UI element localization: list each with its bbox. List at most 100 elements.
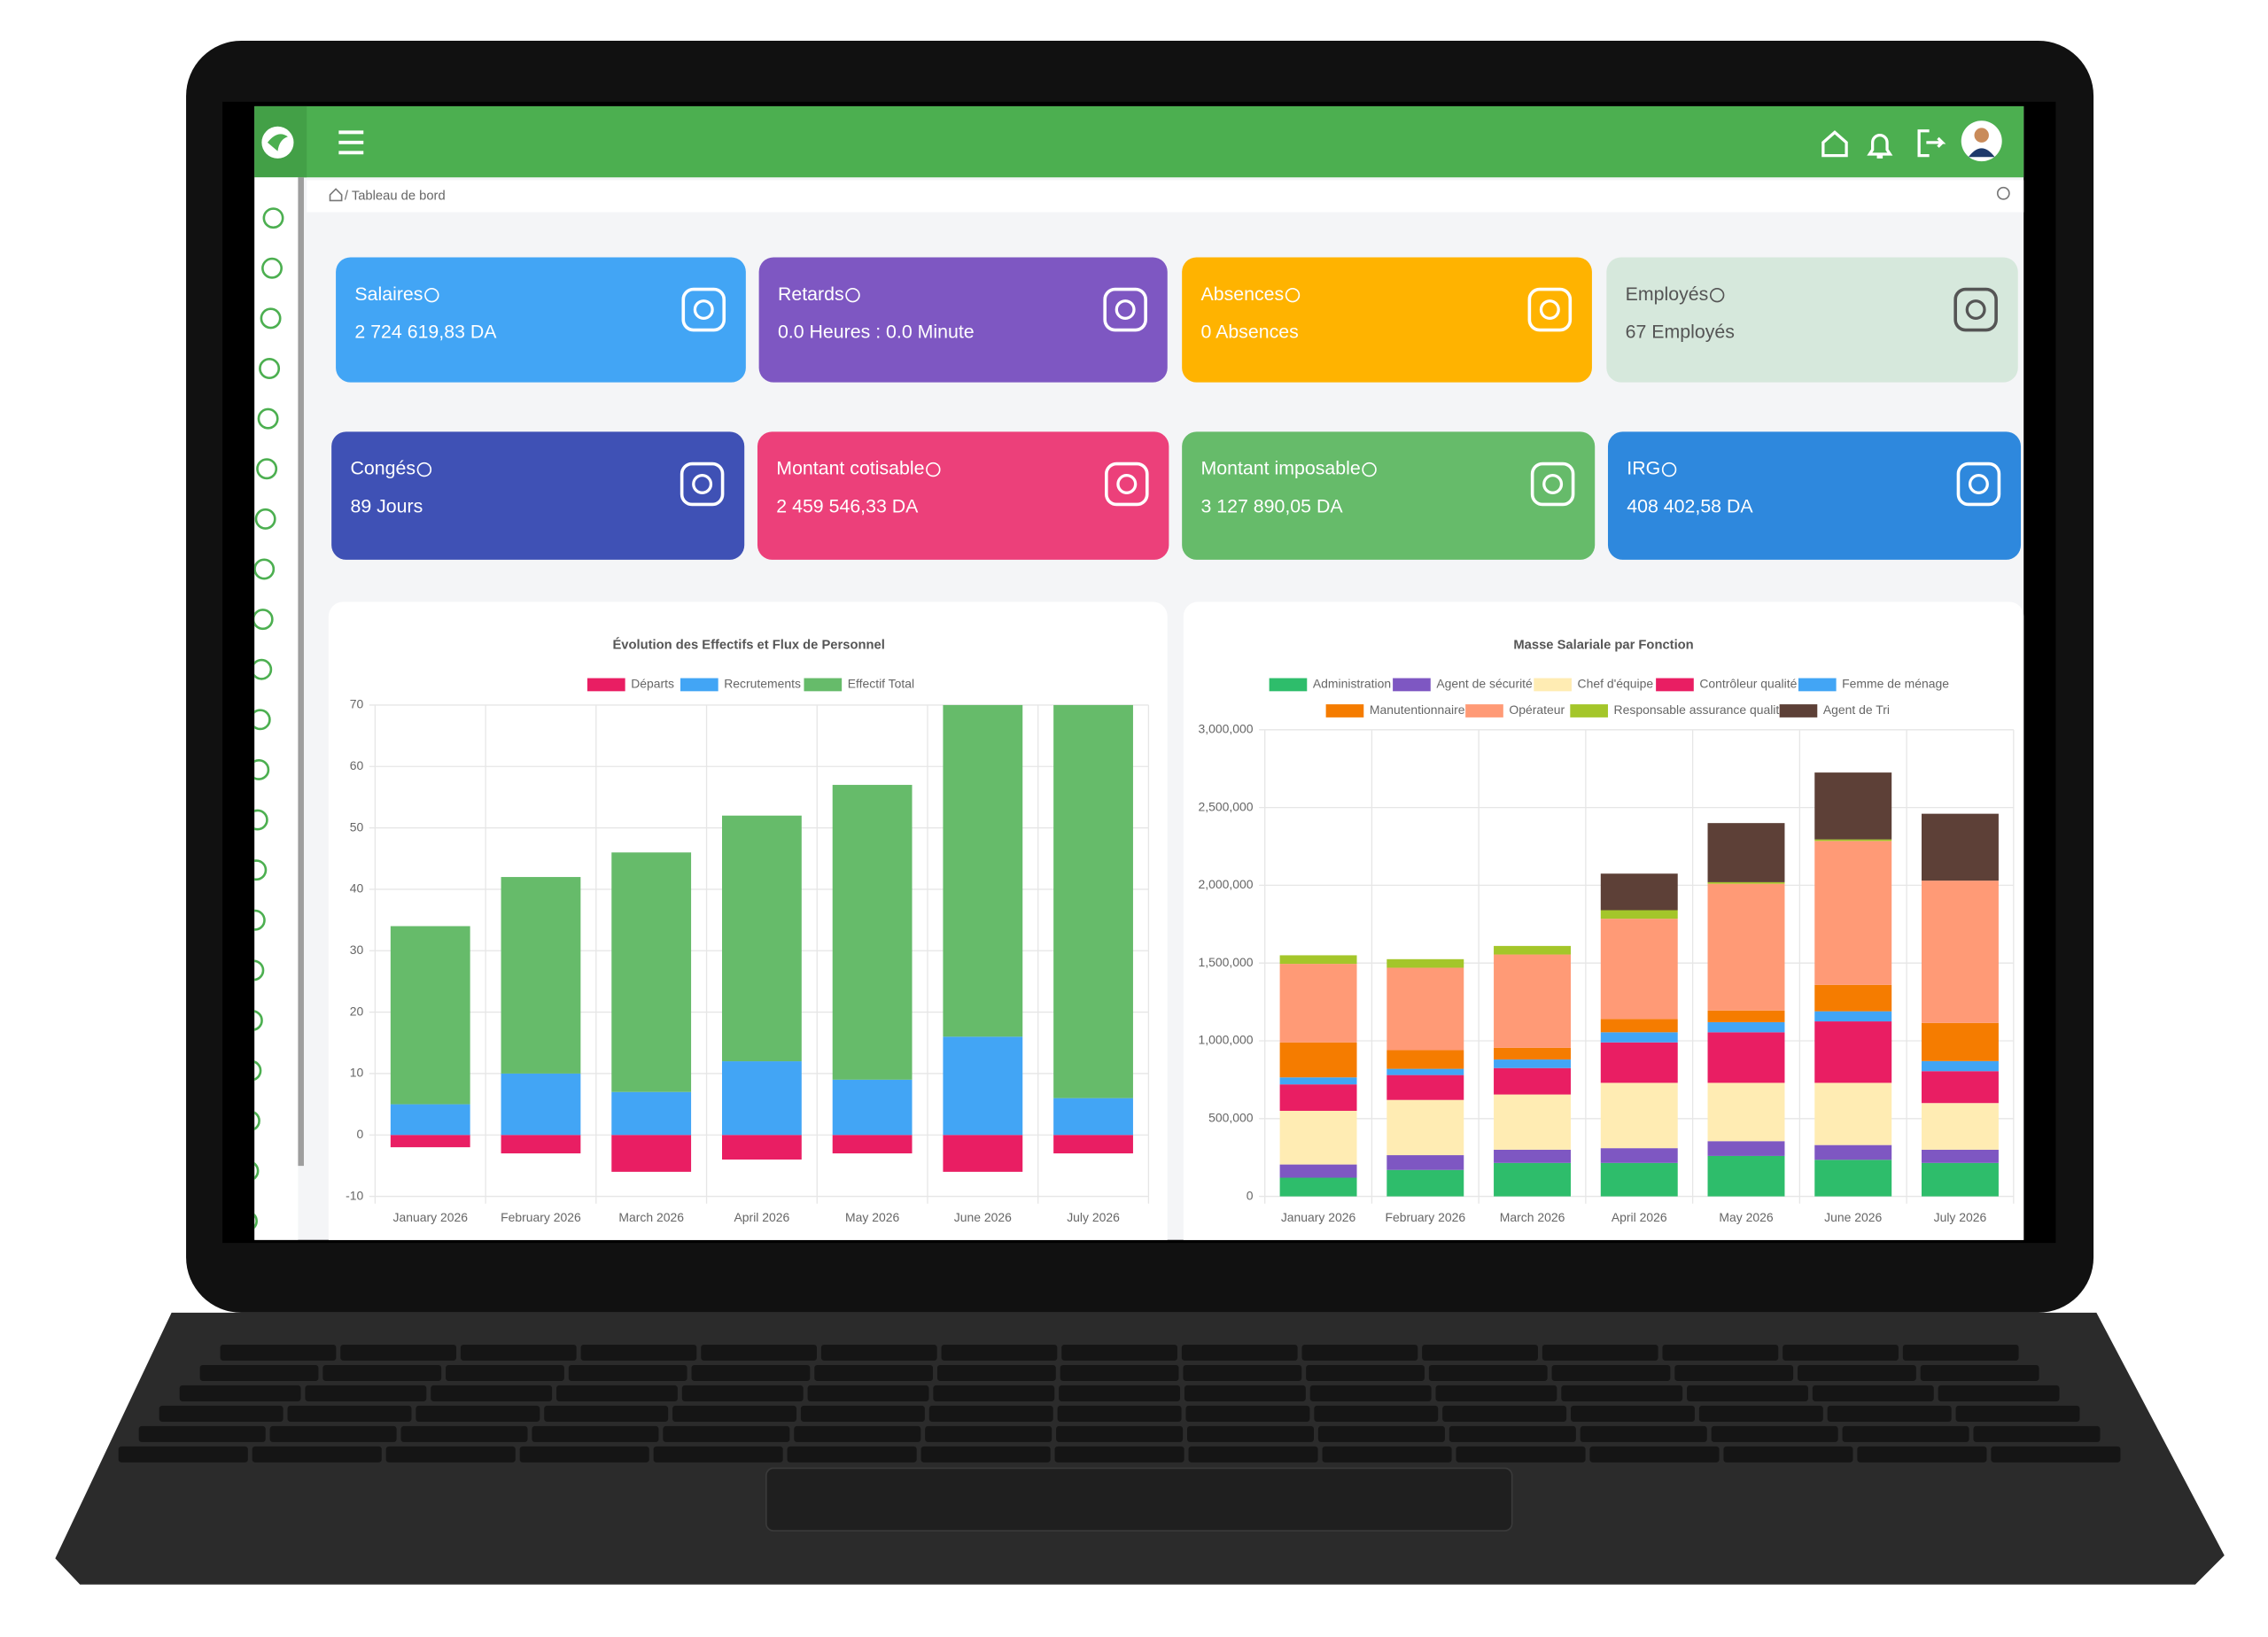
y-tick-label: 10 [350,1066,364,1080]
card-title: Salaires [354,283,423,305]
legend-label[interactable]: Chef d'équipe [1578,677,1654,691]
stat-card[interactable] [757,431,1169,560]
sidebar-icon[interactable] [252,658,273,680]
legend-label[interactable]: Femme de ménage [1842,677,1949,691]
bar [1600,1032,1678,1043]
sidebar-icon[interactable] [239,1161,260,1180]
sidebar-icon[interactable] [247,859,268,881]
legend-label[interactable]: Administration [1313,677,1391,691]
sidebar-icon[interactable] [245,959,265,981]
card-title: Montant cotisable [776,458,924,479]
chart-title: Masse Salariale par Fonction [1513,639,1693,653]
key [1309,1385,1432,1401]
legend-label[interactable]: Recrutements [724,677,801,691]
key [252,1446,382,1462]
key [1542,1344,1658,1362]
chart-title: Évolution des Effectifs et Flux de Perso… [612,638,884,653]
bar [721,1061,802,1136]
bar [832,785,913,1080]
key [1571,1405,1695,1422]
key [820,1344,937,1362]
sidebar-icon[interactable] [257,407,279,430]
legend-label[interactable]: Agent de Tri [1823,702,1890,717]
bar [1707,1155,1785,1197]
legend-label[interactable]: Effectif Total [848,677,914,691]
key [1301,1344,1418,1362]
stat-card[interactable] [1607,431,2022,560]
card-info-icon [424,287,439,303]
bar [943,1036,1023,1136]
sidebar-icon[interactable] [243,1010,263,1031]
card-icon-dot [1542,473,1564,494]
sidebar-icon[interactable] [240,1111,260,1131]
key [1991,1446,2121,1462]
stat-card[interactable] [1182,431,1596,560]
menu-button[interactable] [338,130,364,155]
bar [1494,945,1571,955]
legend-label[interactable]: Opérateur [1509,702,1565,717]
sidebar-icon[interactable] [251,709,271,731]
sidebar-icon[interactable] [237,1212,258,1230]
key [1314,1405,1439,1422]
y-tick-label: 0 [356,1127,363,1141]
notification-icon[interactable] [1867,134,1893,159]
bar [1053,704,1133,1098]
legend-label[interactable]: Responsable assurance qualité [1614,702,1787,717]
card-icon-dot [1116,473,1138,494]
logo-leaf [267,134,288,151]
sidebar-icon[interactable] [254,508,276,530]
sidebar-icon[interactable] [242,1060,262,1082]
legend-label[interactable]: Agent de sécurité [1436,677,1533,691]
key [287,1405,412,1422]
sidebar-icon[interactable] [262,207,284,229]
sidebar-icon[interactable] [259,358,281,380]
sidebar-icon[interactable] [245,909,266,931]
bar [1707,883,1785,1011]
legend-swatch [1269,678,1308,692]
x-tick-label: June 2026 [954,1210,1012,1224]
key [933,1385,1055,1401]
key [1185,1405,1310,1422]
key [1422,1344,1538,1362]
card-icon [1527,287,1573,332]
sidebar-icon[interactable] [254,558,276,580]
bar [1279,1042,1357,1078]
key [928,1405,1053,1422]
y-tick-label: 40 [350,881,364,896]
sidebar-icon[interactable] [248,809,268,831]
sidebar-icon[interactable] [260,307,282,330]
key [800,1405,925,1422]
key [1188,1446,1318,1462]
stat-card[interactable] [1606,257,2018,383]
search-icon[interactable] [1996,186,2010,200]
legend-swatch [1779,704,1818,718]
breadcrumb-home[interactable] [329,188,343,202]
key [1842,1425,1969,1442]
stat-card[interactable] [758,257,1168,383]
key [1827,1405,1952,1422]
sidebar-icon[interactable] [261,257,284,279]
bar [1600,1082,1678,1149]
key [159,1405,284,1422]
sidebar-icon[interactable] [253,609,274,631]
key [1442,1405,1567,1422]
bar [1386,1068,1464,1075]
legend-label[interactable]: Manutentionnaire [1370,702,1465,717]
key [1059,1385,1181,1401]
legend-label[interactable]: Contrôleur qualité [1699,677,1797,691]
logout-icon[interactable] [1917,129,1946,158]
sidebar-icon[interactable] [256,458,278,480]
home-icon[interactable] [1821,130,1848,158]
sidebar-icon[interactable] [250,758,270,780]
key [446,1364,564,1381]
stat-card[interactable] [1182,257,1592,383]
stat-card[interactable] [331,431,745,560]
key [807,1385,929,1401]
legend-label[interactable]: Départs [631,677,674,691]
y-tick-label: 3,000,000 [1199,722,1254,736]
stat-card[interactable] [336,257,746,383]
key [1057,1405,1182,1422]
bar [1814,1160,1892,1197]
key [1054,1446,1184,1462]
